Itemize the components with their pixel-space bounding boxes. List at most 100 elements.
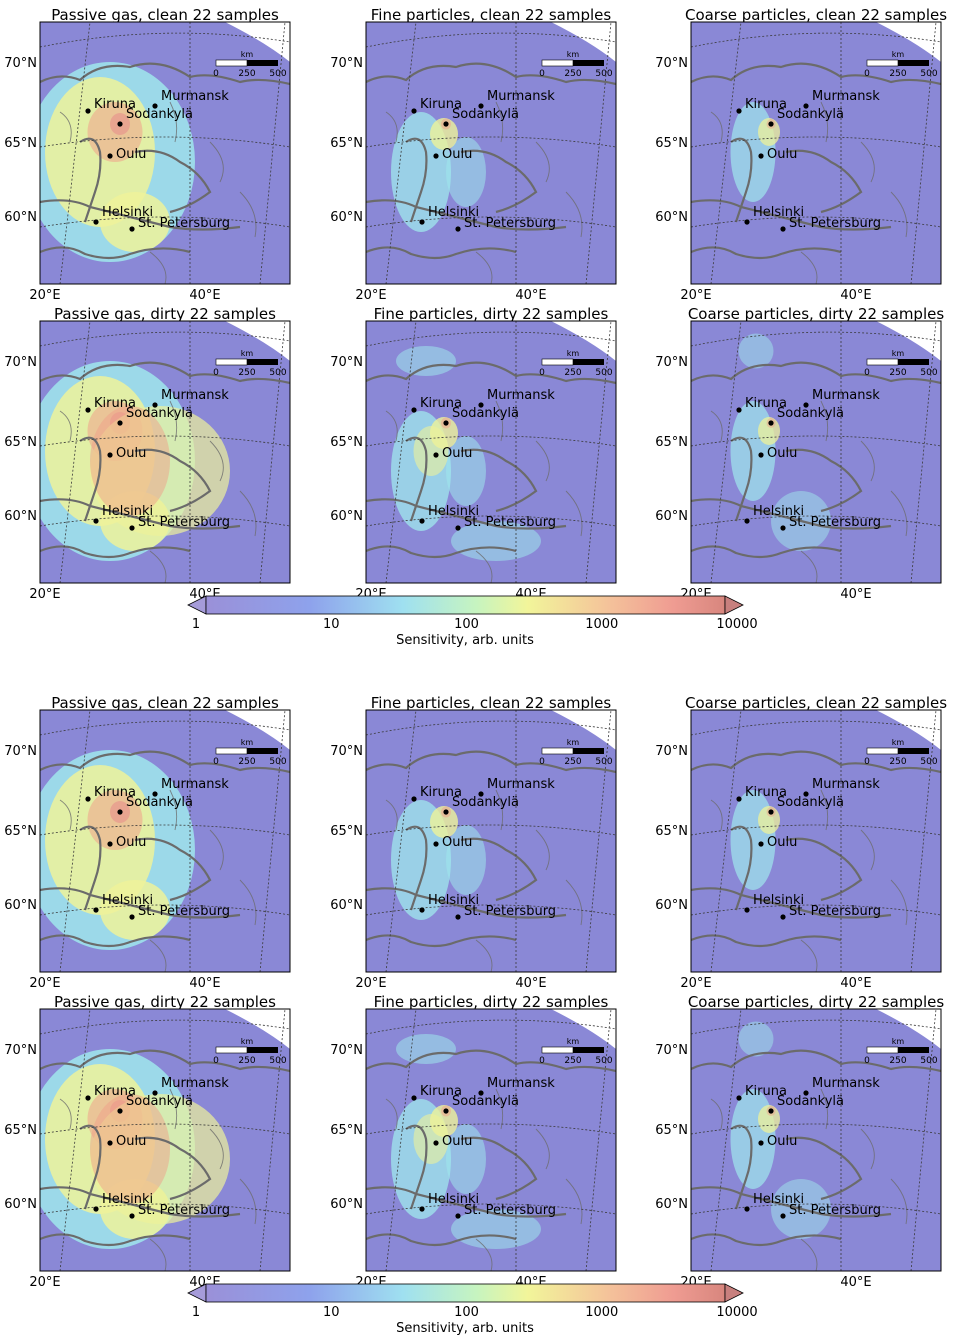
latitude-label: 60°N [655,509,688,524]
projection-blank-corner [225,321,290,361]
city-marker [478,1090,484,1096]
scalebar-tick-label: 0 [864,1056,870,1066]
longitude-label: 20°E [355,976,386,991]
city-label: Kiruna [94,1084,136,1099]
city-marker [433,153,439,159]
latitude-label: 70°N [655,744,688,759]
latitude-label: 65°N [330,1123,363,1138]
city-oulu: Oulu [758,446,797,461]
city-label: Kiruna [94,396,136,411]
scalebar-tick-label: 250 [564,69,581,79]
scalebar-tick-label: 500 [595,69,612,79]
city-helsinki: Helsinki [419,504,479,524]
city-marker [803,1090,809,1096]
latitude-label: 60°N [330,1197,363,1212]
city-sodankyla: Sodankylä [768,795,844,815]
city-label: Murmansk [812,388,880,403]
city-sodankyla: Sodankylä [768,406,844,426]
city-murmansk: Murmansk [478,1076,555,1096]
latitude-label: 65°N [4,136,37,151]
scalebar-white [866,358,899,366]
map-frame [365,320,617,584]
sensitivity-field [451,1209,541,1249]
colorbar-tick-label: 1 [192,617,200,632]
city-label: Helsinki [428,504,479,519]
city-murmansk: Murmansk [803,777,880,797]
coastline [691,750,941,948]
longitude-label: 40°E [515,976,546,991]
city-kiruna: Kiruna [85,785,136,802]
scalebar-tick-label: 250 [238,1056,255,1066]
projection-blank-corner [225,1009,290,1049]
city-marker [478,103,484,109]
longitude-label: 20°E [29,976,60,991]
panel-title: Passive gas, dirty 22 samples [54,993,276,1011]
colorbar-tick-label: 10 [323,1305,340,1320]
latitude-label: 60°N [4,898,37,913]
city-label: Murmansk [161,777,229,792]
city-label: Oulu [767,1134,797,1149]
city-marker [419,1206,425,1212]
scalebar-white [215,358,248,366]
city-helsinki: Helsinki [744,504,804,524]
city-marker [736,796,742,802]
city-label: Murmansk [812,89,880,104]
colorbar-bar [205,1283,726,1303]
city-marker [129,525,135,531]
projection-blank-corner [225,710,290,750]
city-oulu: Oulu [758,1134,797,1149]
city-label: Helsinki [428,893,479,908]
city-st-petersburg: St. Petersburg [780,515,881,531]
latitude-label: 70°N [330,355,363,370]
city-marker [117,1108,123,1114]
city-helsinki: Helsinki [419,893,479,913]
sensitivity-field [430,118,458,150]
city-marker [85,1095,91,1101]
scalebar-white [541,1046,574,1054]
colorbar: 1 10 100 1000 10000 Sensitivity, arb. units [187,1283,758,1336]
map-panel-coarse-dirty: Coarse particles, dirty 22 samples km 0 250… [655,305,944,602]
scalebar-tick-label: 0 [539,69,545,79]
scalebar: km 0 250 500 [539,50,613,79]
longitude-label: 40°E [189,288,220,303]
city-label: Sodankylä [126,107,193,122]
city-label: Oulu [767,147,797,162]
city-oulu: Oulu [107,446,146,461]
city-label: Kiruna [420,1084,462,1099]
city-oulu: Oulu [433,446,472,461]
map-area: km 0 250 500 Kiruna Murmansk Sodankylä Oulu Hels… [366,321,616,583]
map-area: km 0 250 500 Kiruna Murmansk Sodankylä Oulu Hels… [691,22,941,284]
colorbar-extend-high [724,595,744,615]
graticule [366,321,616,583]
city-marker [107,153,113,159]
rivers [385,101,583,284]
colorbar-bar [205,595,726,615]
projection-blank-corner [225,22,290,62]
city-marker [433,1140,439,1146]
city-sodankyla: Sodankylä [117,1094,193,1114]
city-label: Oulu [442,835,472,850]
city-label: Kiruna [420,97,462,112]
city-marker [117,121,123,127]
city-label: St. Petersburg [138,515,230,530]
city-marker [736,407,742,413]
scalebar-tick-label: 0 [539,757,545,767]
city-marker [443,121,449,127]
graticule [366,710,616,972]
city-st-petersburg: St. Petersburg [455,1203,556,1219]
projection-blank-corner [551,710,616,750]
city-marker [152,402,158,408]
latitude-label: 70°N [655,355,688,370]
city-kiruna: Kiruna [736,396,787,413]
map-frame [365,1008,617,1272]
colorbar-tick-label: 10000 [716,617,757,632]
city-marker [803,103,809,109]
scalebar-unit: km [567,50,580,59]
colorbar-extend-high [724,1283,744,1303]
city-label: Sodankylä [126,1094,193,1109]
map-panel-fine-dirty: Fine particles, dirty 22 samples km 0 250 50… [330,305,617,602]
city-label: Oulu [442,446,472,461]
scalebar-tick-label: 250 [238,757,255,767]
city-murmansk: Murmansk [803,89,880,109]
